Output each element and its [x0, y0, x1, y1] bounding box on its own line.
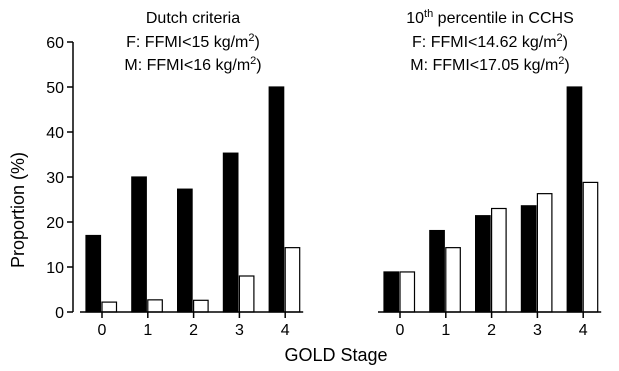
- annotation-dutch-male-text: M: FFMI<16 kg/m: [124, 57, 250, 74]
- x-tick-label: 1: [143, 322, 152, 339]
- annotation-cchs-title-sup: th: [424, 8, 433, 20]
- annotation-cchs-male-text: M: FFMI<17.05 kg/m: [410, 57, 558, 74]
- annotation-cchs-title-text: percentile in CCHS: [433, 10, 574, 27]
- bar-group0-stage3-series1: [238, 275, 255, 313]
- y-tick-label: 40: [46, 125, 64, 142]
- y-axis-label: Proportion (%): [8, 152, 28, 268]
- annotation-dutch-male-end: ): [256, 57, 261, 74]
- x-axis-label: GOLD Stage: [284, 345, 387, 365]
- bar-group1-stage1-series1: [445, 247, 461, 313]
- bar-group1-stage0-series0: [383, 271, 400, 313]
- bar-group0-stage2-series1: [193, 299, 209, 313]
- bar-group0-stage4-series0: [268, 86, 285, 313]
- y-tick-label: 10: [46, 260, 64, 277]
- y-tick-label: 50: [46, 80, 64, 97]
- bar-group0-stage2-series0: [177, 188, 193, 313]
- x-axis: 0 1 2 3 4 0 1 2 3 4: [80, 311, 602, 339]
- bar-group0-stage3-series0: [222, 152, 239, 313]
- bar-group0-stage4-series1: [284, 247, 301, 313]
- annotation-cchs-male-sup: 2: [558, 55, 564, 67]
- bars: [85, 86, 599, 313]
- annotation-cchs-female-sup: 2: [557, 32, 563, 44]
- x-tick-label: 3: [533, 322, 542, 339]
- annotation-cchs-percentile: 10th percentile in CCHS F: FFMI<14.62 kg…: [406, 8, 573, 74]
- annotation-cchs-male: M: FFMI<17.05 kg/m2): [410, 55, 570, 74]
- bar-group1-stage3-series0: [520, 205, 537, 313]
- bar-group1-stage2-series0: [475, 215, 491, 313]
- annotation-cchs-title-num: 10: [406, 10, 424, 27]
- y-tick-label: 20: [46, 215, 64, 232]
- bar-group0-stage1-series1: [147, 299, 163, 313]
- bar-group1-stage2-series1: [491, 207, 507, 313]
- x-tick-label: 1: [441, 322, 450, 339]
- x-tick-label: 4: [579, 322, 588, 339]
- bar-group1-stage4-series0: [566, 86, 583, 313]
- annotation-cchs-title: 10th percentile in CCHS: [406, 8, 573, 27]
- annotation-dutch-female: F: FFMI<15 kg/m2): [126, 32, 260, 51]
- x-tick-label: 0: [98, 322, 107, 339]
- bar-group0-stage0-series1: [101, 301, 118, 313]
- bar-group1-stage1-series0: [429, 229, 445, 313]
- y-tick-label: 30: [46, 170, 64, 187]
- bar-group1-stage4-series1: [582, 181, 599, 313]
- bar-group1-stage0-series1: [399, 271, 416, 313]
- annotation-dutch-female-sup: 2: [248, 32, 254, 44]
- annotation-cchs-male-end: ): [564, 57, 569, 74]
- annotation-cchs-female-text: F: FFMI<14.62 kg/m: [412, 34, 556, 51]
- annotation-cchs-female-end: ): [563, 34, 568, 51]
- annotation-dutch-male: M: FFMI<16 kg/m2): [124, 55, 261, 74]
- x-tick-label: 3: [235, 322, 244, 339]
- x-tick-label: 4: [281, 322, 290, 339]
- y-tick-label: 0: [55, 305, 64, 322]
- y-axis: 0 10 20 30 40 50 60: [46, 35, 74, 322]
- annotation-dutch-criteria: Dutch criteria F: FFMI<15 kg/m2) M: FFMI…: [124, 10, 261, 74]
- x-tick-label: 2: [487, 322, 496, 339]
- y-tick-label: 60: [46, 35, 64, 52]
- x-tick-label: 0: [396, 322, 405, 339]
- annotation-dutch-female-end: ): [255, 34, 260, 51]
- bar-group1-stage3-series1: [536, 193, 553, 313]
- annotation-cchs-female: F: FFMI<14.62 kg/m2): [412, 32, 568, 51]
- x-tick-label: 2: [189, 322, 198, 339]
- annotation-dutch-male-sup: 2: [250, 55, 256, 67]
- bar-group0-stage1-series0: [131, 176, 147, 313]
- annotation-dutch-female-text: F: FFMI<15 kg/m: [126, 34, 248, 51]
- annotation-dutch-title: Dutch criteria: [146, 10, 240, 27]
- bar-group0-stage0-series0: [85, 234, 102, 313]
